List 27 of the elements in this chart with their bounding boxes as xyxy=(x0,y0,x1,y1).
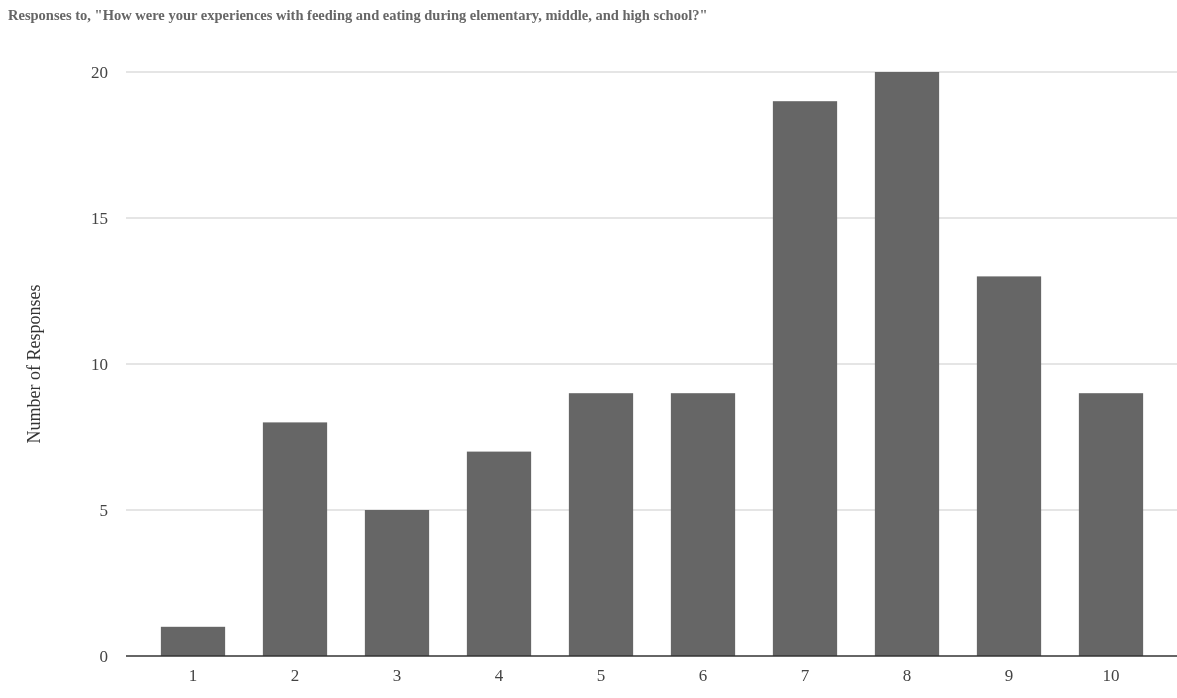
bar xyxy=(160,626,226,656)
bar xyxy=(670,393,736,656)
x-tick-label: 9 xyxy=(1004,666,1014,685)
y-axis-title: Number of Responses xyxy=(24,284,44,444)
bar xyxy=(874,72,940,656)
y-tick-label: 15 xyxy=(91,208,108,228)
x-tick-label: 8 xyxy=(902,666,912,685)
x-tick-label: 2 xyxy=(290,666,300,685)
x-tick-label: 7 xyxy=(800,666,810,685)
bar xyxy=(976,276,1042,656)
bar xyxy=(466,451,532,656)
x-tick-label: 5 xyxy=(596,666,606,685)
bar xyxy=(772,101,838,656)
bar xyxy=(1078,393,1144,656)
y-tick-label: 10 xyxy=(91,354,108,374)
y-tick-label: 0 xyxy=(99,646,108,666)
x-tick-label: 4 xyxy=(494,666,504,685)
bar xyxy=(262,422,328,656)
x-tick-label: 3 xyxy=(392,666,402,685)
bar xyxy=(364,510,430,656)
y-tick-label: 5 xyxy=(99,500,108,520)
x-tick-label: 6 xyxy=(698,666,708,685)
x-tick-label: 1 xyxy=(188,666,198,685)
y-tick-label: 20 xyxy=(91,62,108,82)
chart-title: Responses to, "How were your experiences with feeding and eating during elementary, middle, and high school?" xyxy=(8,7,708,23)
x-tick-label: 10 xyxy=(1102,666,1120,685)
bar xyxy=(568,393,634,656)
